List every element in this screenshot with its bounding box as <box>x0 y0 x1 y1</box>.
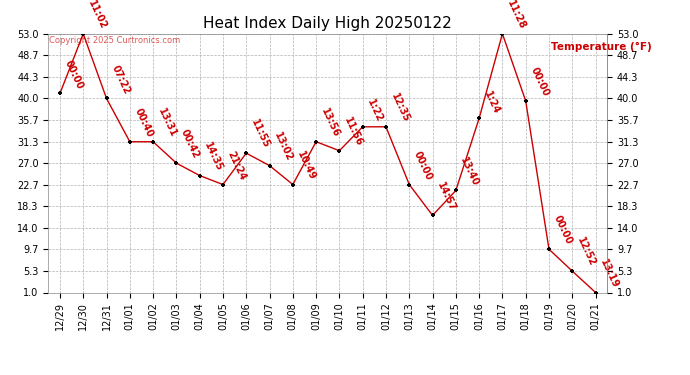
Text: 13:02: 13:02 <box>273 130 295 163</box>
Point <box>380 124 391 130</box>
Text: 00:42: 00:42 <box>179 128 201 160</box>
Point <box>357 124 368 130</box>
Text: 00:00: 00:00 <box>412 149 434 182</box>
Point <box>451 188 462 194</box>
Point <box>171 160 182 166</box>
Point <box>55 90 66 96</box>
Text: 00:40: 00:40 <box>132 106 155 139</box>
Text: 21:24: 21:24 <box>226 149 248 182</box>
Point <box>264 163 275 169</box>
Text: 14:35: 14:35 <box>202 141 225 173</box>
Point <box>148 139 159 145</box>
Text: 10:49: 10:49 <box>295 149 318 182</box>
Point <box>590 290 601 296</box>
Text: 11:28: 11:28 <box>505 0 527 31</box>
Point <box>287 182 298 188</box>
Title: Heat Index Daily High 20250122: Heat Index Daily High 20250122 <box>204 16 452 31</box>
Text: 13:56: 13:56 <box>319 106 341 139</box>
Text: 13:40: 13:40 <box>459 155 481 188</box>
Text: 14:57: 14:57 <box>435 180 457 213</box>
Text: 11:02: 11:02 <box>86 0 108 31</box>
Point <box>217 182 228 188</box>
Point <box>124 139 135 145</box>
Point <box>101 96 112 102</box>
Point <box>194 172 205 178</box>
Text: 12:35: 12:35 <box>388 92 411 124</box>
Text: 12:52: 12:52 <box>575 236 598 268</box>
Text: 1:22: 1:22 <box>366 98 385 124</box>
Text: 1:24: 1:24 <box>482 89 501 116</box>
Point <box>404 182 415 188</box>
Point <box>520 98 531 104</box>
Point <box>310 139 322 145</box>
Text: 07:22: 07:22 <box>109 63 132 96</box>
Point <box>334 148 345 154</box>
Point <box>544 246 555 252</box>
Text: 11:55: 11:55 <box>249 118 271 150</box>
Text: 00:00: 00:00 <box>63 58 85 91</box>
Point <box>427 212 438 218</box>
Text: Copyright 2025 Curtronics.com: Copyright 2025 Curtronics.com <box>49 36 180 45</box>
Text: 00:00: 00:00 <box>552 214 574 246</box>
Text: 13:31: 13:31 <box>156 106 178 139</box>
Text: 13:19: 13:19 <box>598 257 620 290</box>
Point <box>473 116 484 122</box>
Text: 11:56: 11:56 <box>342 116 364 148</box>
Point <box>78 31 89 37</box>
Point <box>566 268 578 274</box>
Text: 00:00: 00:00 <box>529 66 551 98</box>
Point <box>497 31 508 37</box>
Point <box>241 150 252 156</box>
Text: Temperature (°F): Temperature (°F) <box>551 42 652 52</box>
